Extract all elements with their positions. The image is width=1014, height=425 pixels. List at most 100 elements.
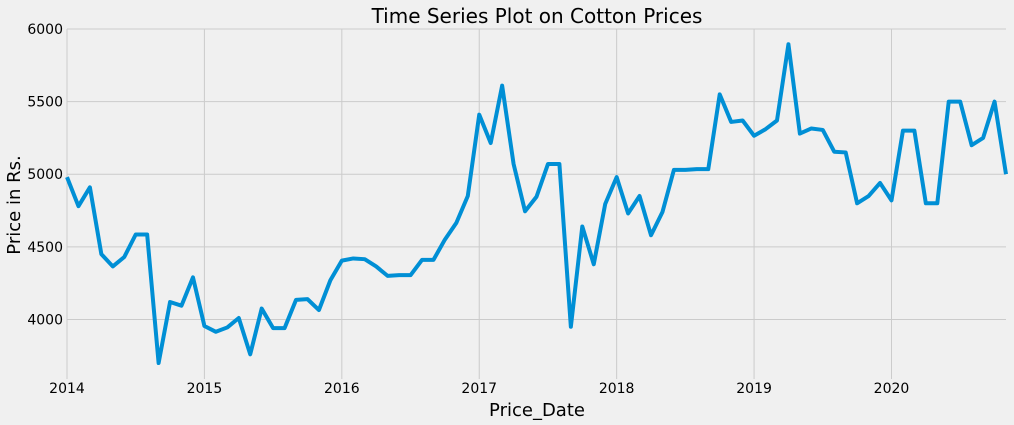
series-layer	[65, 42, 1008, 366]
data-point	[752, 134, 756, 138]
data-point	[603, 202, 607, 206]
y-tick-label: 5000	[27, 167, 63, 183]
data-point	[340, 259, 344, 263]
data-point	[248, 352, 252, 356]
data-point	[958, 100, 962, 104]
data-point	[546, 162, 550, 166]
data-point	[889, 198, 893, 202]
data-point	[993, 100, 997, 104]
data-point	[374, 264, 378, 268]
data-point	[557, 162, 561, 166]
data-point	[775, 118, 779, 122]
data-point	[638, 194, 642, 198]
data-point	[431, 258, 435, 262]
data-point	[305, 297, 309, 301]
data-point	[271, 326, 275, 330]
data-point	[409, 273, 413, 277]
y-tick-label: 4500	[27, 240, 63, 256]
data-point	[260, 307, 264, 311]
data-point	[832, 150, 836, 154]
data-point	[867, 194, 871, 198]
data-point	[294, 298, 298, 302]
data-point	[729, 120, 733, 124]
data-point	[592, 262, 596, 266]
data-point	[649, 233, 653, 237]
data-point	[695, 167, 699, 171]
data-point	[970, 143, 974, 147]
y-tick-label: 4000	[27, 312, 63, 328]
data-point	[672, 168, 676, 172]
data-point	[180, 304, 184, 308]
data-point	[477, 113, 481, 117]
data-point	[580, 225, 584, 229]
x-tick-label: 2019	[736, 381, 772, 397]
tick-labels: 4000 4500 5000 5500 6000 2014 2015 2016 2017 2018…	[27, 22, 909, 397]
data-point	[798, 132, 802, 136]
data-point	[706, 167, 710, 171]
data-point	[283, 326, 287, 330]
data-point	[466, 194, 470, 198]
data-point	[202, 324, 206, 328]
data-point	[317, 308, 321, 312]
data-point	[947, 100, 951, 104]
data-point	[626, 211, 630, 215]
x-tick-label: 2017	[461, 381, 497, 397]
data-point	[809, 126, 813, 130]
series-line	[65, 42, 1008, 366]
data-point	[844, 150, 848, 154]
data-point	[65, 175, 69, 179]
data-point	[443, 238, 447, 242]
data-point	[386, 274, 390, 278]
x-tick-label: 2018	[599, 381, 635, 397]
data-point	[981, 136, 985, 140]
grid	[66, 28, 1006, 379]
data-point	[683, 168, 687, 172]
data-point	[741, 118, 745, 122]
data-point	[397, 273, 401, 277]
data-point	[328, 278, 332, 282]
chart-title: Time Series Plot on Cotton Prices	[371, 4, 703, 28]
y-tick-label: 6000	[27, 22, 63, 38]
data-point	[764, 127, 768, 131]
data-point	[351, 256, 355, 260]
data-point	[363, 257, 367, 261]
data-point	[489, 141, 493, 145]
data-point	[500, 84, 504, 88]
data-point	[99, 252, 103, 256]
data-point	[214, 330, 218, 334]
data-point	[786, 42, 790, 46]
x-tick-label: 2016	[324, 381, 360, 397]
data-point	[145, 233, 149, 237]
data-point	[157, 361, 161, 365]
data-point	[901, 129, 905, 133]
data-point	[718, 92, 722, 96]
data-point	[134, 233, 138, 237]
data-point	[122, 255, 126, 259]
data-point	[1004, 172, 1008, 176]
data-point	[878, 181, 882, 185]
data-point	[420, 258, 424, 262]
data-point	[535, 195, 539, 199]
data-point	[237, 316, 241, 320]
data-point	[660, 210, 664, 214]
data-point	[569, 325, 573, 329]
y-axis-label: Price in Rs.	[4, 155, 25, 254]
data-point	[454, 221, 458, 225]
data-point	[76, 204, 80, 208]
x-tick-label: 2015	[187, 381, 223, 397]
data-point	[855, 201, 859, 205]
x-tick-label: 2014	[49, 381, 85, 397]
data-point	[168, 300, 172, 304]
x-tick-label: 2020	[874, 381, 910, 397]
data-point	[821, 128, 825, 132]
data-point	[111, 264, 115, 268]
data-point	[615, 175, 619, 179]
data-point	[935, 201, 939, 205]
y-tick-label: 5500	[27, 95, 63, 111]
data-point	[225, 325, 229, 329]
data-point	[523, 209, 527, 213]
data-point	[912, 129, 916, 133]
x-axis-label: Price_Date	[489, 400, 585, 421]
